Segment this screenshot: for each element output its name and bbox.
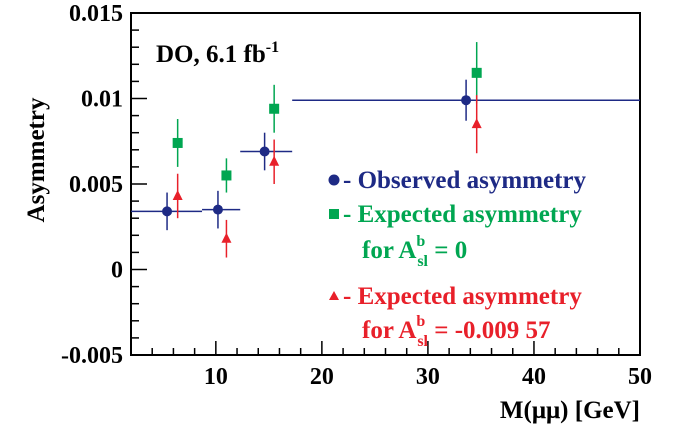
legend-label-expected-zero-line2: for Ab sl = 0 bbox=[362, 233, 467, 270]
x-tick-label: 10 bbox=[204, 364, 228, 390]
legend-label-observed: - Observed asymmetry bbox=[343, 167, 586, 194]
data-point-triangle bbox=[221, 232, 232, 243]
data-point-circle bbox=[259, 146, 270, 157]
legend-marker-triangle bbox=[329, 291, 339, 300]
data-point-circle bbox=[162, 206, 173, 217]
data-point-square bbox=[269, 103, 280, 114]
dataset-annotation: DO, 6.1 fb-1 bbox=[156, 39, 279, 68]
annotation-text: DO, 6.1 fb bbox=[156, 41, 266, 68]
x-tick-label: 20 bbox=[310, 364, 334, 390]
x-tick-label: 30 bbox=[416, 364, 440, 390]
data-point-circle bbox=[212, 204, 223, 215]
x-axis-title: M(μμ) [GeV] bbox=[500, 397, 640, 424]
y-tick-label: 0.015 bbox=[69, 1, 123, 27]
svg-text:DO, 6.1 fb-1: DO, 6.1 fb-1 bbox=[156, 39, 279, 68]
data-point-circle bbox=[461, 95, 472, 106]
legend-entry-observed: - Observed asymmetry bbox=[328, 167, 586, 194]
data-marks bbox=[131, 42, 640, 258]
data-point-triangle bbox=[269, 155, 280, 166]
legend-label-expected-sm: - Expected asymmetry bbox=[343, 283, 582, 310]
legend-marker-circle bbox=[328, 174, 340, 186]
legend: - Observed asymmetry - Expected asymmetr… bbox=[328, 167, 586, 350]
annotation-superscript: -1 bbox=[266, 39, 279, 56]
data-point-triangle bbox=[172, 189, 183, 200]
y-tick-label: -0.005 bbox=[61, 343, 123, 369]
data-point-triangle bbox=[471, 118, 482, 129]
y-tick-label: 0 bbox=[111, 258, 123, 284]
legend-label-expected-sm-line2: for Ab sl = -0.009 57 bbox=[362, 313, 551, 350]
y-axis-title: Asymmetry bbox=[23, 97, 50, 222]
y-tick-label: 0.01 bbox=[81, 87, 123, 113]
legend-entry-expected-sm: - Expected asymmetry for Ab sl = -0.009 5… bbox=[329, 283, 582, 350]
y-tick-label: 0.005 bbox=[69, 172, 123, 198]
legend-label-expected-zero: - Expected asymmetry bbox=[343, 201, 582, 228]
legend-entry-expected-zero: - Expected asymmetry for Ab sl = 0 bbox=[329, 201, 582, 270]
axis-ticks: 10 20 30 40 50 -0.005 0 0.005 0.01 0.015 bbox=[61, 1, 652, 390]
x-tick-label: 50 bbox=[628, 364, 652, 390]
data-point-square bbox=[172, 137, 183, 148]
data-point-square bbox=[221, 170, 232, 181]
x-tick-label: 40 bbox=[522, 364, 546, 390]
legend-marker-square bbox=[329, 209, 339, 219]
data-point-square bbox=[471, 67, 482, 78]
